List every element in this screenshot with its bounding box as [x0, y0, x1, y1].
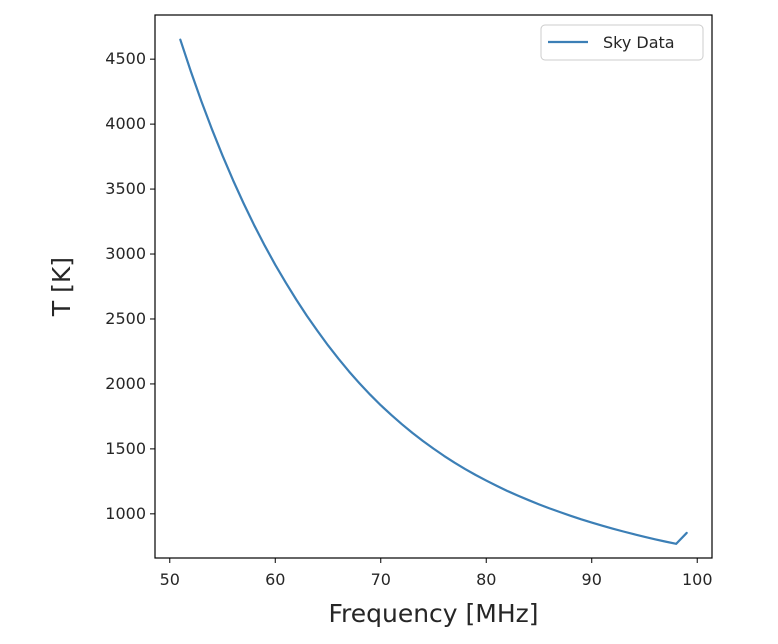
x-tick-label-100: 100 — [682, 570, 713, 589]
x-axis-label: Frequency [MHz] — [328, 599, 538, 628]
y-axis-label: T [K] — [47, 257, 76, 317]
plot-area — [155, 15, 712, 558]
x-tick-label-70: 70 — [371, 570, 391, 589]
y-tick-label-1500: 1500 — [105, 439, 146, 458]
x-tick-label-60: 60 — [265, 570, 285, 589]
series-layer — [179, 38, 688, 545]
y-tick-label-1000: 1000 — [105, 504, 146, 523]
y-tick-label-3000: 3000 — [105, 244, 146, 263]
y-axis: 1000 1500 2000 2500 3000 3500 4000 4500 — [105, 49, 155, 523]
plot-frame — [154, 14, 713, 559]
y-tick-label-4500: 4500 — [105, 49, 146, 68]
y-tick-label-3500: 3500 — [105, 179, 146, 198]
legend-box — [540, 24, 704, 61]
y-tick-label-2500: 2500 — [105, 309, 146, 328]
x-tick-label-90: 90 — [582, 570, 602, 589]
legend-label-sky-data: Sky Data — [603, 33, 675, 52]
y-tick-label-2000: 2000 — [105, 374, 146, 393]
legend: Sky Data — [540, 24, 704, 61]
x-axis: 50 60 70 80 90 100 — [160, 558, 713, 589]
series-line-sky-data — [179, 38, 688, 545]
y-tick-label-4000: 4000 — [105, 114, 146, 133]
x-tick-label-50: 50 — [160, 570, 180, 589]
x-tick-label-80: 80 — [476, 570, 496, 589]
